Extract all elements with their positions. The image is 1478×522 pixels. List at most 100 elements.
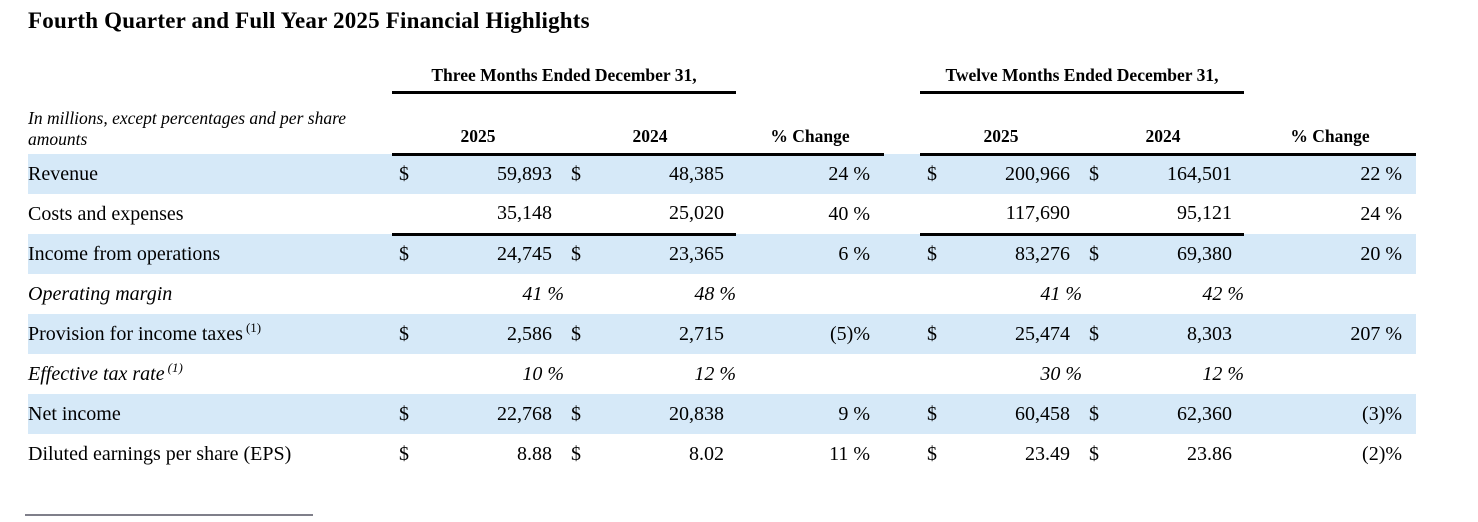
col-header-q-2025: 2025 bbox=[392, 92, 564, 156]
cell-q2025: 2,586 bbox=[418, 314, 564, 354]
row-label: Operating margin bbox=[28, 282, 173, 305]
cell-q2024: 2,715 bbox=[590, 314, 736, 354]
row-label: Net income bbox=[28, 402, 121, 425]
currency-symbol: $ bbox=[399, 442, 409, 465]
currency-symbol: $ bbox=[564, 394, 590, 434]
cell-y2025: 30 % bbox=[1040, 362, 1082, 385]
cell-q2024: 12 % bbox=[694, 362, 736, 385]
cell-q2024: 23,365 bbox=[590, 234, 736, 274]
currency-symbol bbox=[392, 354, 418, 394]
currency-symbol: $ bbox=[920, 314, 946, 354]
currency-symbol bbox=[1082, 194, 1108, 236]
group-header-twelve-months: Twelve Months Ended December 31, bbox=[920, 50, 1245, 94]
col-header-q-pct-change: % Change bbox=[736, 92, 884, 156]
currency-symbol bbox=[920, 354, 946, 394]
cell-y-change: 22 % bbox=[1244, 154, 1417, 194]
cell-q-change: 40 % bbox=[828, 202, 870, 225]
period-group-header-row: Three Months Ended December 31, Twelve M… bbox=[28, 50, 1416, 94]
financial-highlights-table: Three Months Ended December 31, Twelve M… bbox=[28, 50, 1417, 474]
table-note: In millions, except percentages and per … bbox=[28, 108, 346, 149]
row-label: Effective tax rate bbox=[28, 362, 165, 385]
currency-symbol: $ bbox=[920, 234, 946, 274]
cell-q2024: 48,385 bbox=[590, 154, 736, 194]
currency-symbol: $ bbox=[564, 234, 590, 274]
cell-q-change: 9 % bbox=[736, 394, 884, 434]
group-header-three-months: Three Months Ended December 31, bbox=[392, 50, 736, 94]
cell-y2024: 42 % bbox=[1202, 282, 1245, 305]
currency-symbol bbox=[920, 274, 946, 314]
currency-symbol bbox=[1082, 274, 1108, 314]
cell-y2024: 12 % bbox=[1202, 362, 1245, 385]
cell-y-change: (3)% bbox=[1244, 394, 1417, 434]
currency-symbol bbox=[564, 354, 590, 394]
currency-symbol bbox=[564, 274, 590, 314]
currency-symbol: $ bbox=[1082, 234, 1108, 274]
cell-y2024: 23.86 bbox=[1187, 442, 1233, 465]
page-title: Fourth Quarter and Full Year 2025 Financ… bbox=[28, 8, 590, 33]
table-row-income-from-operations: Income from operations $ 24,745 $ 23,365… bbox=[28, 234, 1417, 274]
currency-symbol: $ bbox=[920, 154, 946, 194]
cell-q-change: 6 % bbox=[736, 234, 884, 274]
cell-y2025: 60,458 bbox=[946, 394, 1082, 434]
currency-symbol: $ bbox=[920, 394, 946, 434]
cell-y2024: 8,303 bbox=[1108, 314, 1245, 354]
currency-symbol: $ bbox=[392, 394, 418, 434]
cell-y2024: 62,360 bbox=[1108, 394, 1245, 434]
column-header-row: In millions, except percentages and per … bbox=[28, 92, 1417, 156]
cell-q2025: 35,148 bbox=[418, 194, 564, 236]
cell-y-change: 207 % bbox=[1244, 314, 1417, 354]
currency-symbol bbox=[564, 194, 590, 236]
currency-symbol: $ bbox=[392, 314, 418, 354]
col-header-y-2024: 2024 bbox=[1082, 92, 1245, 156]
cell-y2024: 95,121 bbox=[1108, 194, 1245, 236]
cell-y2025: 117,690 bbox=[946, 194, 1082, 236]
cell-y2024: 69,380 bbox=[1108, 234, 1245, 274]
cell-q2024: 48 % bbox=[694, 282, 736, 305]
row-label: Income from operations bbox=[28, 242, 221, 265]
currency-symbol: $ bbox=[392, 234, 418, 274]
cell-q2025: 59,893 bbox=[418, 154, 564, 194]
table-row-net-income: Net income $ 22,768 $ 20,838 9 % $ 60,45… bbox=[28, 394, 1417, 434]
cell-q2024: 25,020 bbox=[590, 194, 736, 236]
row-label: Provision for income taxes bbox=[28, 322, 243, 345]
cell-y-change: 24 % bbox=[1360, 202, 1403, 225]
currency-symbol bbox=[1082, 354, 1108, 394]
row-label: Diluted earnings per share (EPS) bbox=[28, 442, 292, 465]
table-row-costs-and-expenses: Costs and expenses 35,148 25,020 40 % 11… bbox=[28, 194, 1416, 236]
currency-symbol bbox=[392, 274, 418, 314]
footnote-ref: (1) bbox=[167, 359, 183, 375]
cell-y2025: 41 % bbox=[1040, 282, 1082, 305]
cell-y2025: 23.49 bbox=[1025, 442, 1070, 465]
cell-q-change: 24 % bbox=[736, 154, 884, 194]
currency-symbol: $ bbox=[564, 154, 590, 194]
cell-q2025: 41 % bbox=[522, 282, 564, 305]
cell-q-change: 11 % bbox=[829, 442, 870, 465]
currency-symbol: $ bbox=[392, 154, 418, 194]
footnote-ref: (1) bbox=[245, 319, 262, 335]
row-label: Costs and expenses bbox=[28, 202, 184, 225]
cell-y2025: 83,276 bbox=[946, 234, 1082, 274]
col-header-y-pct-change: % Change bbox=[1244, 92, 1417, 156]
currency-symbol: $ bbox=[564, 314, 590, 354]
cell-q-change: (5)% bbox=[736, 314, 884, 354]
footnote-divider-rule bbox=[25, 514, 313, 516]
table-row-operating-margin: Operating margin 41 % 48 % 41 % 42 % bbox=[28, 274, 1416, 314]
currency-symbol: $ bbox=[1089, 442, 1099, 465]
cell-y-change: 20 % bbox=[1244, 234, 1417, 274]
table-row-diluted-eps: Diluted earnings per share (EPS) $ 8.88 … bbox=[28, 434, 1416, 474]
cell-q2025: 22,768 bbox=[418, 394, 564, 434]
currency-symbol: $ bbox=[927, 442, 937, 465]
table-row-revenue: Revenue $ 59,893 $ 48,385 24 % $ 200,966… bbox=[28, 154, 1417, 194]
cell-y2025: 25,474 bbox=[946, 314, 1082, 354]
cell-y-change bbox=[1244, 274, 1416, 314]
cell-q2024: 20,838 bbox=[590, 394, 736, 434]
cell-q2025: 24,745 bbox=[418, 234, 564, 274]
col-header-y-2025: 2025 bbox=[920, 92, 1082, 156]
cell-y-change bbox=[1244, 354, 1416, 394]
col-header-q-2024: 2024 bbox=[564, 92, 736, 156]
currency-symbol: $ bbox=[571, 442, 581, 465]
table-row-effective-tax-rate: Effective tax rate (1) 10 % 12 % 30 % 12 … bbox=[28, 354, 1416, 394]
cell-q-change bbox=[736, 354, 884, 394]
cell-q2024: 8.02 bbox=[689, 442, 724, 465]
